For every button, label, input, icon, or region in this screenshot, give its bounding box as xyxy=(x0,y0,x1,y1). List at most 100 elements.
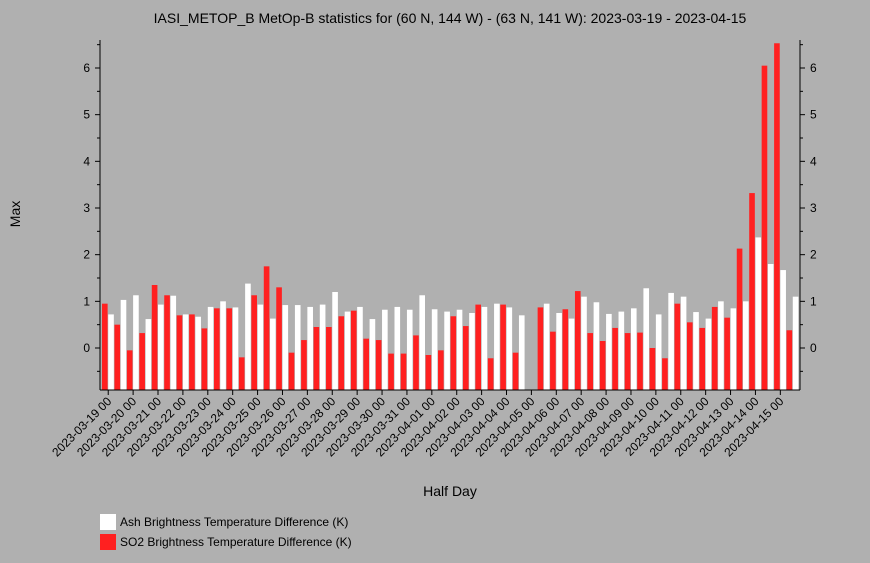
ash-bar xyxy=(369,319,376,390)
ash-bar xyxy=(419,295,425,390)
so2-bar xyxy=(612,327,618,390)
ash-bar xyxy=(207,306,214,390)
so2-bar xyxy=(400,353,407,390)
ash-bar xyxy=(332,292,338,390)
so2-bar xyxy=(164,295,170,390)
ash-bar xyxy=(270,318,276,390)
ash-bar xyxy=(568,318,575,390)
ash-bar xyxy=(705,318,712,390)
so2-bar xyxy=(350,310,357,390)
ash-bar xyxy=(406,309,413,390)
ash-bar xyxy=(581,296,587,390)
so2-bar xyxy=(574,291,581,390)
y-tick-label-left: 4 xyxy=(83,154,90,168)
y-tick-label-right: 5 xyxy=(810,108,817,122)
ash-bar xyxy=(382,309,388,390)
so2-bar xyxy=(749,193,755,390)
ash-bar xyxy=(145,319,152,390)
so2-bar xyxy=(462,326,469,390)
so2-bar xyxy=(450,316,457,390)
so2-bar xyxy=(301,340,307,390)
so2-bar xyxy=(214,308,220,390)
ash-bar xyxy=(469,313,475,390)
so2-bar xyxy=(587,333,594,390)
so2-bar xyxy=(736,248,743,390)
so2-bar xyxy=(599,341,606,390)
ash-bar xyxy=(319,304,326,390)
ash-bar xyxy=(606,313,612,390)
ash-bar xyxy=(257,304,264,390)
ash-bar xyxy=(431,309,438,390)
bars xyxy=(102,43,799,391)
so2-bar xyxy=(139,333,145,390)
so2-bar xyxy=(114,324,121,390)
ash-bar xyxy=(133,295,139,390)
ash-bar xyxy=(680,296,687,390)
ash-bar xyxy=(643,288,650,390)
ash-bar xyxy=(494,303,500,390)
ash-bar xyxy=(730,308,737,390)
ash-bar xyxy=(506,307,513,390)
ash-bar xyxy=(456,309,463,390)
y-tick-label-left: 5 xyxy=(83,108,90,122)
y-tick-label-right: 1 xyxy=(810,294,817,308)
ash-bar xyxy=(780,270,786,390)
ash-bar xyxy=(518,315,525,390)
y-tick-label-left: 0 xyxy=(83,341,90,355)
ash-bar xyxy=(792,296,799,390)
so2-bar xyxy=(512,352,519,390)
y-tick-label-right: 2 xyxy=(810,248,817,262)
ash-bar xyxy=(767,264,774,390)
so2-bar xyxy=(674,303,681,390)
so2-bar xyxy=(425,355,432,390)
ash-bar xyxy=(618,311,625,390)
so2-bar xyxy=(662,358,668,390)
so2-bar xyxy=(251,295,257,390)
so2-bar xyxy=(487,358,494,390)
ash-bar xyxy=(755,237,762,390)
ash-bar xyxy=(282,305,289,390)
legend-item-ash: Ash Brightness Temperature Difference (K… xyxy=(100,512,352,532)
so2-bar xyxy=(151,285,158,390)
y-tick-label-right: 4 xyxy=(810,154,817,168)
so2-bar xyxy=(711,306,718,390)
y-tick-label-right: 3 xyxy=(810,201,817,215)
ash-bar xyxy=(344,311,351,390)
ash-bar xyxy=(630,308,637,390)
so2-bar xyxy=(774,43,780,391)
so2-bar xyxy=(537,307,544,390)
so2-bar xyxy=(388,353,394,390)
y-tick-label-right: 6 xyxy=(810,61,817,75)
ash-bar xyxy=(108,314,114,390)
y-tick-label-left: 3 xyxy=(83,201,90,215)
so2-bar xyxy=(226,308,233,390)
so2-bar xyxy=(413,335,419,390)
so2-bar xyxy=(562,309,569,390)
so2-bar xyxy=(189,314,195,390)
ash-bar xyxy=(481,306,488,390)
legend-swatch-ash xyxy=(100,514,116,530)
ash-bar xyxy=(394,306,401,390)
y-tick-label-left: 1 xyxy=(83,294,90,308)
legend-label-ash: Ash Brightness Temperature Difference (K… xyxy=(120,515,349,529)
ash-bar xyxy=(182,314,189,390)
ash-bar xyxy=(593,302,600,390)
so2-bar xyxy=(363,338,369,390)
ash-bar xyxy=(170,295,177,390)
so2-bar xyxy=(176,315,183,390)
ash-bar xyxy=(307,306,313,390)
ash-bar xyxy=(444,311,450,390)
legend-item-so2: SO2 Brightness Temperature Difference (K… xyxy=(100,532,352,552)
so2-bar xyxy=(761,65,768,391)
so2-bar xyxy=(288,352,295,390)
so2-bar xyxy=(786,330,793,390)
y-tick-label-left: 2 xyxy=(83,248,90,262)
so2-bar xyxy=(637,332,643,390)
ash-bar xyxy=(357,306,363,390)
so2-bar xyxy=(263,266,270,390)
ash-bar xyxy=(120,299,127,390)
legend-label-so2: SO2 Brightness Temperature Difference (K… xyxy=(120,535,352,549)
so2-bar xyxy=(550,331,556,390)
ash-bar xyxy=(742,301,749,390)
